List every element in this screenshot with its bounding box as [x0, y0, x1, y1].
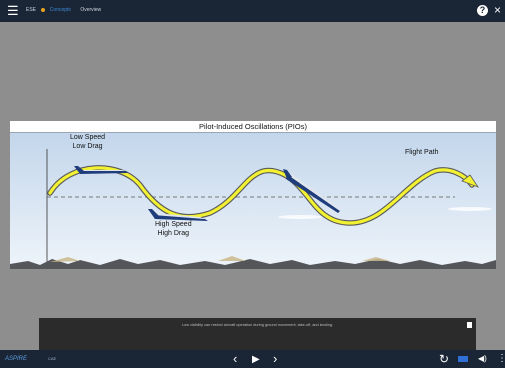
- mountain-range: [10, 259, 496, 269]
- replay-icon[interactable]: ↻: [439, 352, 450, 366]
- closed-captions-icon[interactable]: [458, 356, 468, 362]
- breadcrumb-item-page: Overview: [80, 7, 102, 13]
- label-flight-path: Flight Path: [405, 149, 439, 156]
- volume-icon[interactable]: ◀): [478, 354, 487, 363]
- breadcrumb: ESE Concepts Overview: [26, 5, 101, 15]
- cloud: [278, 215, 322, 219]
- aspire-logo: ASPIRE: [5, 356, 28, 362]
- top-bar: ☰ ESE Concepts Overview ? ×: [0, 0, 505, 22]
- flight-path-line: [48, 166, 474, 225]
- sunlit-hills: [50, 256, 390, 262]
- help-circle-icon[interactable]: ?: [477, 5, 488, 16]
- flight-path-diagram: [10, 133, 496, 269]
- label-low-speed: Low Speed Low Drag: [70, 134, 106, 150]
- close-icon[interactable]: ×: [494, 3, 502, 17]
- caption-panel: Low visibility can restrict aircraft ope…: [39, 318, 476, 350]
- flight-illustration: Low Speed Low Drag High Speed High Drag …: [10, 133, 496, 269]
- breadcrumb-dot-icon: [41, 7, 46, 12]
- hamburger-icon[interactable]: ☰: [7, 3, 19, 18]
- sky-background: [10, 133, 496, 269]
- content-stage: Pilot-Induced Oscillations (PIOs): [0, 22, 505, 350]
- flight-path-arrowhead: [461, 174, 480, 188]
- breadcrumb-item-course[interactable]: ESE: [26, 7, 37, 13]
- aircraft-descending: [283, 169, 340, 213]
- bottom-bar: ASPIRE CAE ‹ ▶ › ↻ ◀) ⋮: [0, 350, 505, 368]
- slide-panel: Pilot-Induced Oscillations (PIOs): [10, 121, 496, 269]
- caption-text: Low visibility can restrict aircraft ope…: [181, 323, 334, 327]
- slide-title: Pilot-Induced Oscillations (PIOs): [10, 121, 496, 133]
- previous-icon[interactable]: ‹: [233, 351, 238, 366]
- cae-logo: CAE: [48, 356, 57, 361]
- aircraft-low-speed: [74, 166, 128, 174]
- breadcrumb-item-section[interactable]: Concepts: [49, 7, 71, 13]
- more-options-icon[interactable]: ⋮: [497, 353, 505, 364]
- cloud: [448, 207, 492, 211]
- aircraft-high-speed: [148, 209, 208, 221]
- document-icon[interactable]: [467, 322, 472, 328]
- play-icon[interactable]: ▶: [252, 354, 260, 365]
- next-icon[interactable]: ›: [273, 351, 278, 366]
- label-high-speed: High Speed High Drag: [155, 221, 192, 237]
